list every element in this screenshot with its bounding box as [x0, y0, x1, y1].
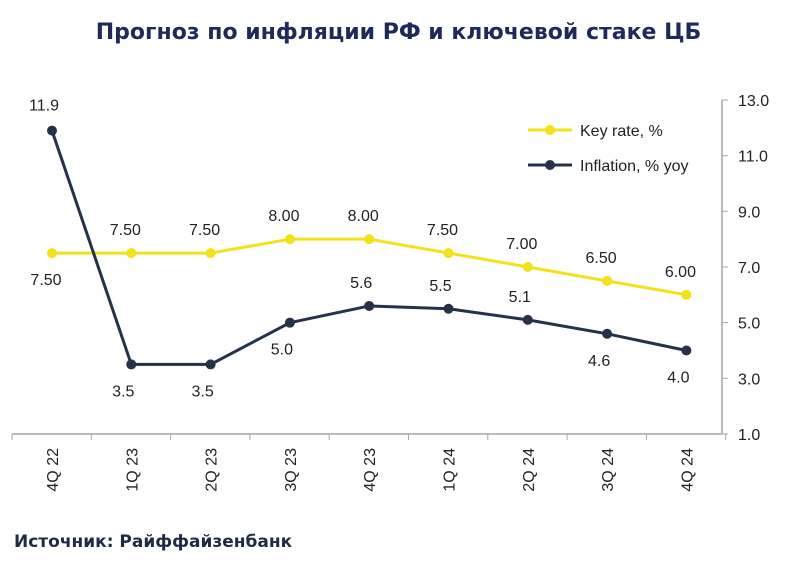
inflation-data-label: 4.0	[667, 370, 689, 387]
x-tick-label: 3Q 23	[283, 448, 300, 492]
legend-inflation-label: Inflation, % yoy	[580, 158, 689, 175]
inflation-data-label: 3.5	[191, 383, 213, 400]
y-tick-label: 9.0	[738, 204, 760, 221]
key-rate-data-label: 7.50	[30, 272, 61, 289]
inflation-point	[522, 314, 533, 325]
inflation-point	[681, 345, 692, 356]
y-tick-label: 13.0	[738, 93, 769, 110]
key-rate-data-label: 7.50	[427, 222, 458, 239]
inflation-point	[364, 300, 375, 311]
inflation-data-label: 3.5	[112, 383, 134, 400]
inflation-data-label: 5.5	[429, 278, 451, 295]
legend-marker	[545, 160, 555, 170]
inflation-point	[126, 359, 137, 370]
inflation-point	[443, 303, 454, 314]
key-rate-data-label: 7.50	[110, 222, 141, 239]
y-tick-label: 5.0	[738, 316, 760, 333]
inflation-data-label: 4.6	[588, 353, 610, 370]
x-tick-label: 4Q 22	[45, 448, 62, 492]
inflation-data-label: 11.9	[29, 98, 59, 115]
key-rate-data-label: 8.00	[348, 208, 379, 225]
key-rate-data-label: 6.50	[586, 250, 617, 267]
inflation-data-label: 5.1	[509, 289, 531, 306]
inflation-point	[284, 317, 295, 328]
legend-key-rate-label: Key rate, %	[580, 123, 663, 140]
key-rate-point	[205, 248, 216, 259]
key-rate-point	[522, 262, 533, 272]
x-tick-label: 4Q 24	[679, 448, 696, 492]
legend-marker	[545, 125, 555, 135]
chart-title: Прогноз по инфляции РФ и ключевой стаке …	[95, 20, 702, 45]
key-rate-data-label: 7.00	[506, 236, 537, 253]
key-rate-point	[364, 234, 375, 245]
key-rate-point	[284, 234, 295, 245]
key-rate-point	[681, 289, 692, 300]
key-rate-data-label: 8.00	[268, 208, 299, 225]
key-rate-point	[443, 248, 454, 259]
key-rate-point	[47, 248, 57, 259]
x-tick-label: 1Q 24	[442, 448, 459, 492]
x-tick-label: 3Q 24	[600, 448, 617, 492]
x-tick-label: 2Q 24	[521, 448, 538, 492]
inflation-point	[602, 328, 613, 339]
y-tick-label: 7.0	[738, 260, 760, 277]
source-note: Источник: Райффайзенбанк	[14, 532, 293, 552]
y-tick-label: 11.0	[738, 149, 768, 166]
key-rate-point	[126, 248, 137, 259]
inflation-point	[205, 359, 216, 370]
key-rate-point	[602, 275, 613, 286]
x-tick-label: 4Q 23	[362, 448, 379, 492]
inflation-data-label: 5.6	[350, 275, 372, 292]
inflation-data-label: 5.0	[271, 342, 293, 359]
x-tick-label: 1Q 23	[124, 448, 141, 492]
key-rate-data-label: 6.00	[665, 264, 696, 281]
key-rate-data-label: 7.50	[189, 222, 220, 239]
y-tick-label: 3.0	[738, 371, 760, 388]
inflation-point	[47, 125, 57, 136]
y-tick-label: 1.0	[738, 427, 760, 444]
x-tick-label: 2Q 23	[204, 448, 221, 492]
